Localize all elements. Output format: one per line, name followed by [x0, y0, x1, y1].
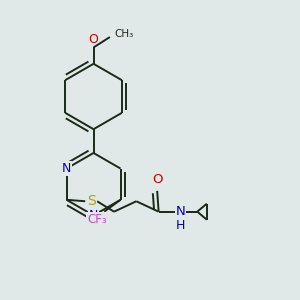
Text: O: O [152, 173, 162, 186]
Text: N: N [62, 162, 71, 175]
Text: N: N [176, 205, 186, 218]
Text: CH₃: CH₃ [114, 29, 134, 39]
Text: H: H [176, 218, 186, 232]
Text: S: S [87, 194, 96, 208]
Text: O: O [88, 33, 98, 46]
Text: N: N [89, 209, 98, 222]
Text: CF₃: CF₃ [87, 213, 106, 226]
